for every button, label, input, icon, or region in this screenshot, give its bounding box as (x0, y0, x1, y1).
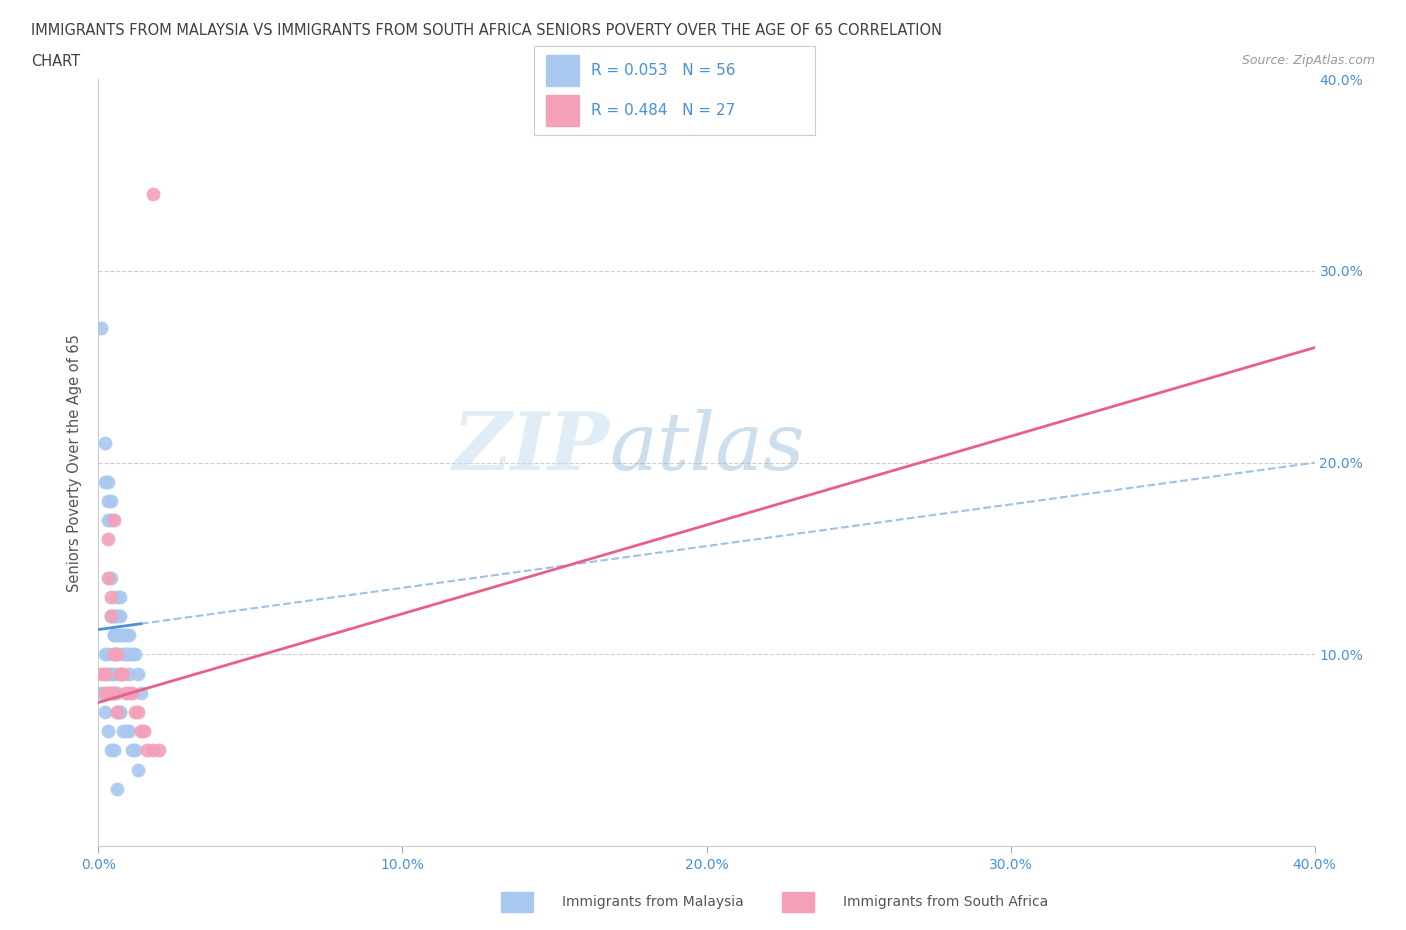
Point (90, 666, 112, 681)
Point (127, 763, 149, 777)
Y-axis label: Seniors Poverty Over the Age of 65: Seniors Poverty Over the Age of 65 (67, 334, 83, 591)
Point (103, 743, 125, 758)
Point (142, 187, 165, 202)
Text: IMMIGRANTS FROM MALAYSIA VS IMMIGRANTS FROM SOUTH AFRICA SENIORS POVERTY OVER TH: IMMIGRANTS FROM MALAYSIA VS IMMIGRANTS F… (31, 23, 942, 38)
Point (129, 724, 152, 738)
Point (105, 590, 128, 604)
Text: R = 0.053   N = 56: R = 0.053 N = 56 (591, 63, 735, 78)
Point (103, 628, 125, 643)
Point (111, 628, 134, 643)
Point (127, 666, 149, 681)
Bar (501, 893, 533, 911)
Point (114, 628, 136, 643)
Point (105, 705, 128, 720)
Point (103, 666, 125, 681)
Point (108, 609, 131, 624)
Point (114, 647, 136, 662)
Point (100, 609, 122, 624)
Point (108, 666, 131, 681)
Point (96, 494, 118, 509)
Point (105, 705, 128, 720)
Point (124, 705, 146, 720)
Bar (782, 893, 814, 911)
Text: atlas: atlas (609, 408, 804, 486)
Point (93, 705, 115, 720)
Point (114, 685, 136, 700)
Point (103, 647, 125, 662)
Bar (546, 56, 579, 86)
Point (129, 685, 152, 700)
Point (148, 743, 170, 758)
Point (100, 494, 122, 509)
Point (103, 512, 125, 527)
Point (96, 512, 118, 527)
Point (100, 570, 122, 585)
Text: Source: ZipAtlas.com: Source: ZipAtlas.com (1241, 54, 1375, 67)
Point (118, 628, 141, 643)
Point (108, 666, 131, 681)
Point (118, 666, 141, 681)
Point (121, 743, 143, 758)
Point (96, 570, 118, 585)
Point (103, 609, 125, 624)
Point (118, 647, 141, 662)
Point (111, 647, 134, 662)
Point (124, 743, 146, 758)
Point (96, 724, 118, 738)
Point (103, 647, 125, 662)
Point (96, 474, 118, 489)
Point (100, 590, 122, 604)
Point (118, 724, 141, 738)
Point (142, 743, 165, 758)
Point (100, 743, 122, 758)
Point (132, 724, 155, 738)
Point (108, 590, 131, 604)
Point (96, 532, 118, 547)
Point (103, 685, 125, 700)
Point (118, 685, 141, 700)
Text: Immigrants from Malaysia: Immigrants from Malaysia (527, 895, 744, 910)
Point (103, 628, 125, 643)
Point (108, 705, 131, 720)
Point (100, 685, 122, 700)
Point (124, 647, 146, 662)
Point (105, 685, 128, 700)
Point (93, 436, 115, 451)
Point (114, 724, 136, 738)
Point (90, 321, 112, 336)
Point (111, 666, 134, 681)
Point (100, 666, 122, 681)
Point (93, 666, 115, 681)
Point (100, 609, 122, 624)
Point (100, 685, 122, 700)
Point (105, 647, 128, 662)
Point (103, 685, 125, 700)
Text: Immigrants from South Africa: Immigrants from South Africa (808, 895, 1049, 910)
Text: R = 0.484   N = 27: R = 0.484 N = 27 (591, 103, 735, 118)
Point (93, 474, 115, 489)
Point (108, 705, 131, 720)
Point (127, 705, 149, 720)
Point (96, 685, 118, 700)
Point (96, 666, 118, 681)
Point (93, 647, 115, 662)
Text: CHART: CHART (31, 54, 80, 69)
Point (111, 724, 134, 738)
Point (121, 647, 143, 662)
Point (93, 685, 115, 700)
Point (105, 609, 128, 624)
Point (105, 628, 128, 643)
Point (90, 685, 112, 700)
Point (108, 628, 131, 643)
Text: ZIP: ZIP (453, 408, 609, 486)
Point (103, 609, 125, 624)
Point (100, 512, 122, 527)
Point (105, 781, 128, 796)
Bar (546, 95, 579, 126)
Point (121, 685, 143, 700)
Point (96, 647, 118, 662)
Point (136, 743, 159, 758)
Point (105, 647, 128, 662)
